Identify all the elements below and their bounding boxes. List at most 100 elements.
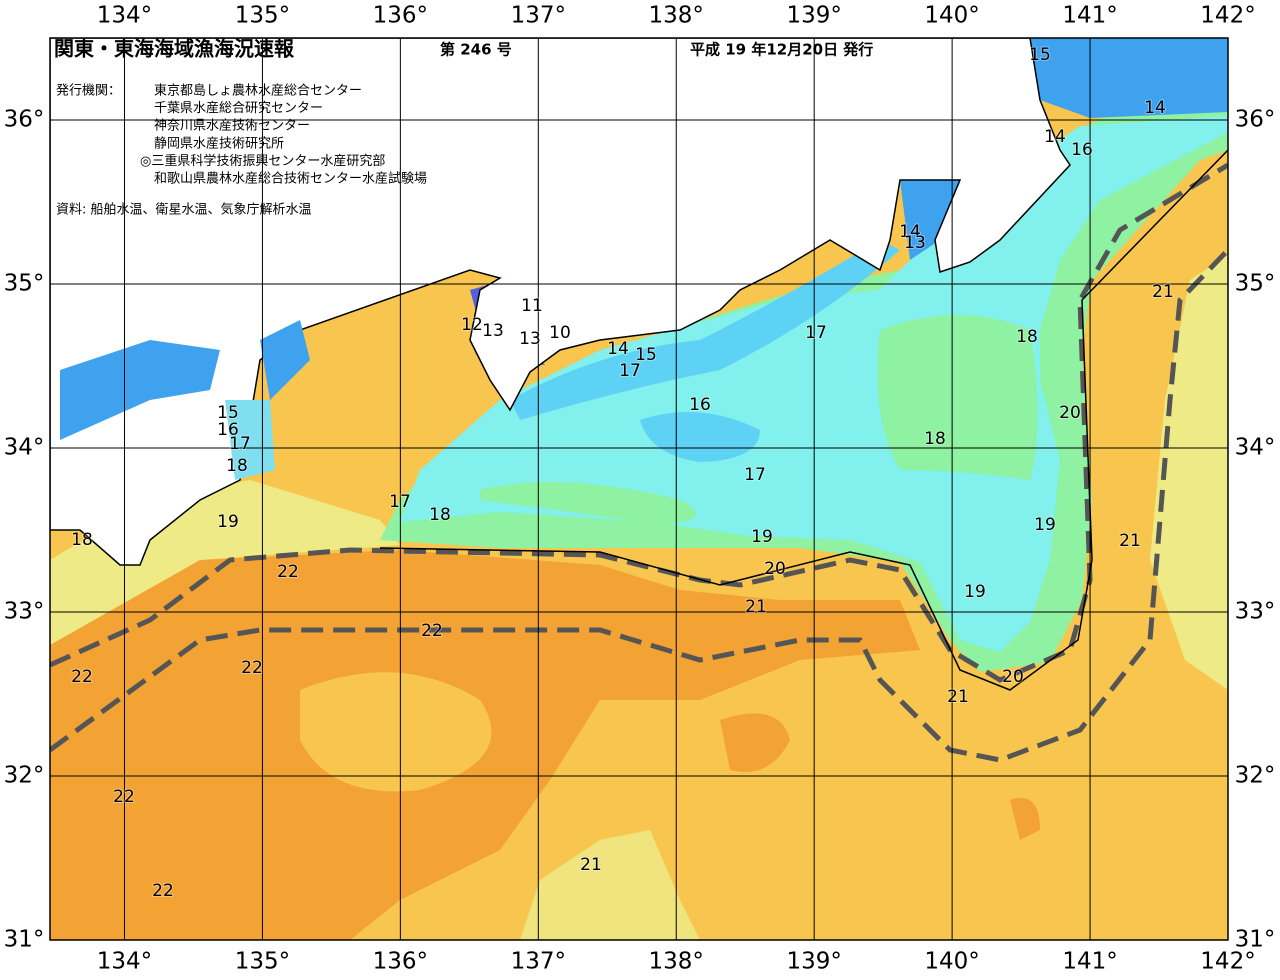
contour-label: 19: [1034, 515, 1056, 535]
x-tick-label: 141°: [1062, 3, 1117, 29]
contour-label: 21: [745, 597, 767, 617]
sea-coastal-east: [1150, 255, 1228, 690]
inland-sea: [60, 320, 310, 440]
y-tick-label: 33°: [1235, 599, 1276, 625]
x-tick-label: 139°: [786, 949, 841, 975]
y-tick-label: 31°: [1235, 927, 1276, 953]
contour-label: 22: [152, 881, 174, 901]
issuer: ◎三重県科学技術振興センター水産研究部: [140, 153, 385, 169]
y-tick-label: 33°: [4, 599, 45, 625]
contour-label: 17: [744, 465, 766, 485]
y-tick-label: 31°: [4, 927, 45, 953]
contour-label: 15: [217, 403, 239, 423]
y-tick-label: 36°: [1235, 107, 1276, 133]
isotherm: [379, 149, 1228, 691]
x-tick-label: 134°: [97, 3, 152, 29]
contour-label: 22: [113, 787, 135, 807]
contour-label: 11: [521, 296, 543, 316]
grid: [50, 38, 1228, 940]
y-tick-label: 32°: [1235, 763, 1276, 789]
contour-label: 10: [549, 323, 571, 343]
x-tick-label: 141°: [1062, 949, 1117, 975]
x-tick-label: 142°: [1200, 3, 1255, 29]
contour-label: 15: [635, 345, 657, 365]
y-tick-label: 34°: [4, 435, 45, 461]
x-tick-label: 137°: [511, 949, 566, 975]
contour-label: 21: [947, 687, 969, 707]
contour-label: 22: [71, 667, 93, 687]
contour-label: 13: [519, 329, 541, 349]
front-line: [50, 162, 1228, 683]
contour-label: 16: [217, 420, 239, 440]
x-tick-label: 136°: [373, 949, 428, 975]
y-tick-label: 34°: [1235, 435, 1276, 461]
x-tick-label: 135°: [235, 3, 290, 29]
front-line: [50, 248, 1228, 763]
contour-label: 17: [389, 492, 411, 512]
contour-label: 20: [1002, 667, 1024, 687]
issuers: 東京都島しょ農林水産総合センター千葉県水産総合研究センター神奈川県水産技術センタ…: [140, 83, 427, 187]
x-tick-label: 140°: [924, 3, 979, 29]
contour-label: 19: [964, 582, 986, 602]
contour-label: 16: [1071, 140, 1093, 160]
x-tick-label: 140°: [924, 949, 979, 975]
contour-label: 18: [429, 505, 451, 525]
x-tick-label: 134°: [97, 949, 152, 975]
contour-label: 13: [904, 233, 926, 253]
x-tick-label: 142°: [1200, 949, 1255, 975]
issue-number: 第 246 号: [440, 41, 512, 59]
issuer: 東京都島しょ農林水産総合センター: [154, 83, 362, 99]
axis-labels: 134° 134° 135° 135° 136° 136° 137° 137° 138° 138°…: [4, 3, 1276, 975]
y-tick-label: 35°: [4, 271, 45, 297]
contour-label: 18: [1016, 327, 1038, 347]
map-frame: [49, 37, 1229, 941]
issuer: 静岡県水産技術研究所: [154, 135, 284, 151]
sea-warm-patch: [300, 672, 492, 792]
contour-label: 17: [805, 323, 827, 343]
x-tick-label: 139°: [786, 3, 841, 29]
contour-label: 12: [461, 315, 483, 335]
contour-label: 18: [924, 429, 946, 449]
source: 資料: 船舶水温、衛星水温、気象庁解析水温: [56, 202, 312, 218]
contour-label: 17: [229, 434, 251, 454]
x-tick-label: 136°: [373, 3, 428, 29]
contour-label: 14: [607, 339, 629, 359]
sea-21-patch: [520, 830, 700, 940]
contour-label: 18: [71, 530, 93, 550]
issue-date: 平成 19 年12月20日 発行: [690, 41, 873, 59]
contour-label: 22: [241, 658, 263, 678]
y-tick-label: 35°: [1235, 271, 1276, 297]
contour-label: 14: [899, 222, 921, 242]
issuer: 和歌山県農林水産総合技術センター水産試験場: [154, 171, 427, 187]
contour-label: 22: [421, 621, 443, 641]
contour-label: 13: [482, 321, 504, 341]
contour-label: 20: [1059, 403, 1081, 423]
contour-label: 21: [1152, 282, 1174, 302]
title: 関東・東海海域漁海況速報: [54, 37, 295, 61]
contour-label: 20: [764, 559, 786, 579]
land: [50, 38, 1071, 566]
contour-label: 16: [689, 395, 711, 415]
contour-label: 15: [1029, 45, 1051, 65]
x-tick-label: 137°: [511, 3, 566, 29]
y-tick-label: 32°: [4, 763, 45, 789]
contour-label: 19: [217, 512, 239, 532]
contour-label: 19: [751, 527, 773, 547]
contour-label: 21: [580, 855, 602, 875]
issuer: 神奈川県水産技術センター: [154, 118, 310, 134]
issuer: 千葉県水産総合研究センター: [154, 100, 323, 116]
sea-22-patch: [720, 713, 1040, 840]
contour-label: 22: [277, 562, 299, 582]
y-tick-label: 36°: [4, 107, 45, 133]
x-tick-label: 135°: [235, 949, 290, 975]
contour-label: 14: [1044, 127, 1066, 147]
issuers-label: 発行機関：: [56, 84, 121, 99]
contour-label: 21: [1119, 531, 1141, 551]
contour-label: 18: [226, 456, 248, 476]
sea-18: [480, 315, 1038, 525]
contour-label: 17: [619, 361, 641, 381]
x-tick-label: 138°: [649, 3, 704, 29]
